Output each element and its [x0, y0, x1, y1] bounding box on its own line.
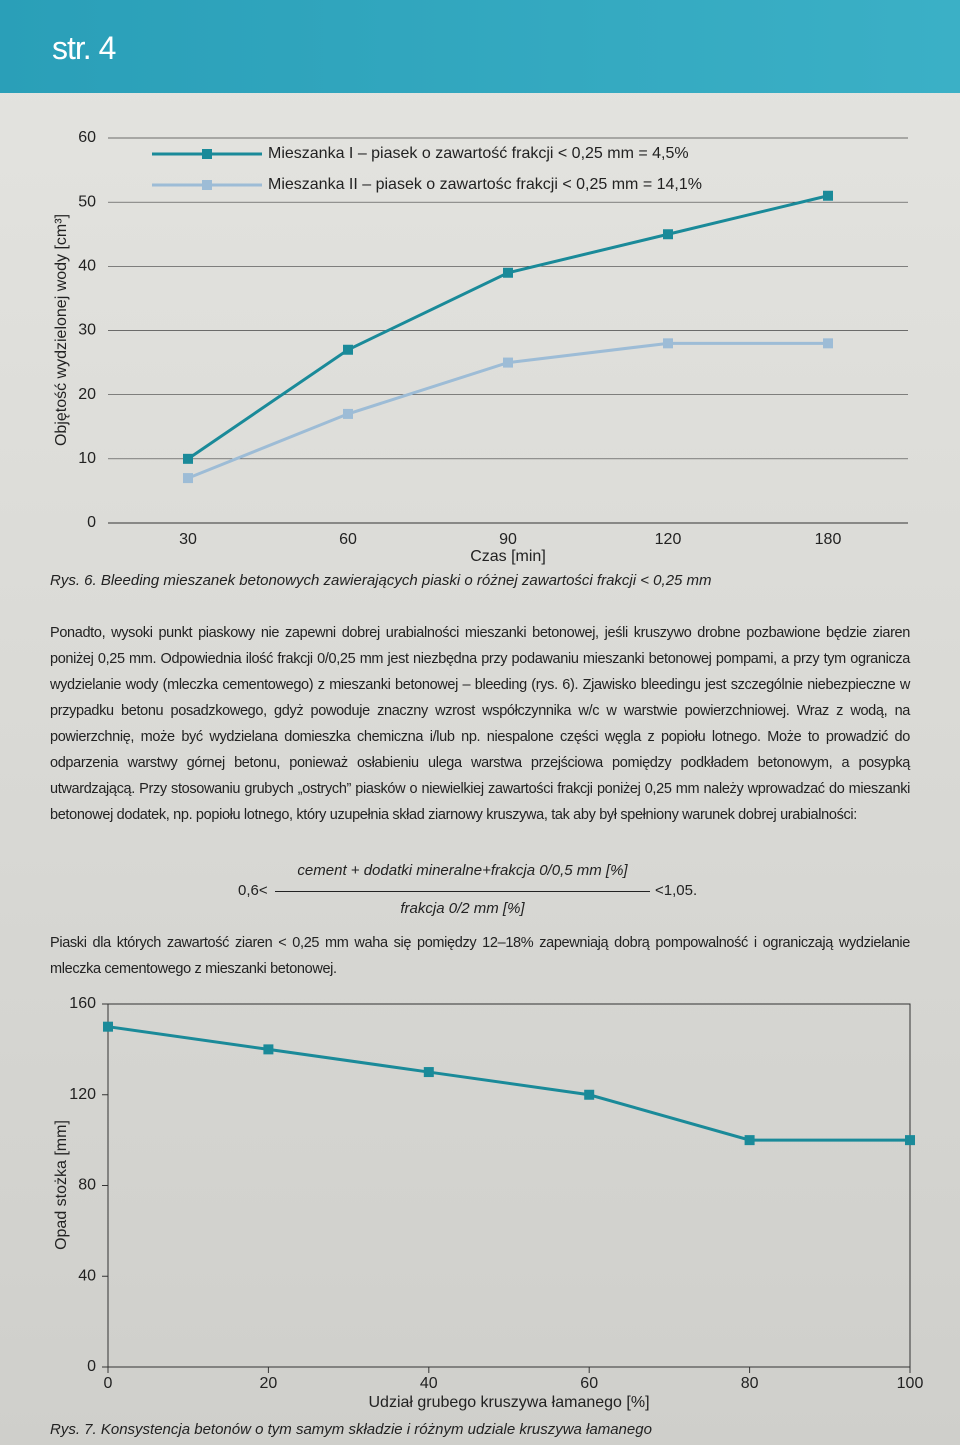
marker — [823, 190, 833, 201]
marker — [103, 1021, 113, 1032]
y-tick-label: 0 — [87, 1358, 96, 1375]
legend-marker — [202, 180, 212, 190]
caption: Rys. 6. Bleeding mieszanek betonowych za… — [50, 572, 712, 589]
page-number: str. 4 — [52, 30, 116, 66]
paragraph: Piaski dla których zawartość ziaren < 0,… — [50, 935, 910, 977]
marker — [584, 1089, 595, 1100]
caption: Rys. 7. Konsystencja betonów o tym samym… — [50, 1421, 652, 1438]
series-line — [187, 194, 829, 461]
x-tick-label: 20 — [260, 1375, 278, 1392]
marker — [503, 267, 513, 278]
y-tick-label: 80 — [78, 1177, 96, 1194]
x-tick-label: 60 — [339, 531, 357, 548]
y-tick-label: 160 — [69, 995, 96, 1012]
marker — [744, 1135, 755, 1146]
y-tick-label: 0 — [87, 514, 96, 531]
y-axis-label: Opad stożka [mm] — [53, 1120, 70, 1250]
marker — [183, 473, 193, 484]
y-tick-label: 60 — [78, 129, 96, 146]
marker — [905, 1135, 915, 1146]
y-tick-label: 50 — [78, 193, 96, 210]
x-tick-label: 60 — [580, 1375, 598, 1392]
y-tick-label: 20 — [78, 386, 96, 403]
x-tick-label: 100 — [897, 1375, 924, 1392]
legend-label: Mieszanka II – piasek o zawartośc frakcj… — [268, 176, 702, 193]
marker — [183, 453, 193, 464]
y-tick-label: 10 — [78, 450, 96, 467]
marker — [343, 344, 353, 355]
legend-marker — [202, 149, 212, 159]
x-tick-label: 180 — [815, 531, 842, 548]
header: str. 4 — [0, 0, 960, 93]
formula-right: <1,05. — [655, 882, 698, 899]
x-tick-label: 120 — [655, 531, 682, 548]
y-axis-label: Objętość wydzielonej wody [cm³] — [53, 214, 70, 446]
formula-numerator: cement + dodatki mineralne+frakcja 0/0,5… — [297, 862, 628, 879]
x-tick-label: 80 — [741, 1375, 759, 1392]
x-axis-label: Czas [min] — [470, 548, 546, 565]
y-tick-label: 120 — [69, 1086, 96, 1103]
marker — [423, 1067, 434, 1078]
legend-label: Mieszanka I – piasek o zawartość frakcji… — [268, 145, 689, 162]
x-tick-label: 30 — [179, 531, 197, 548]
formula-left: 0,6< — [238, 882, 268, 899]
x-tick-label: 40 — [420, 1375, 438, 1392]
paragraph: Ponadto, wysoki punkt piaskowy nie zapew… — [50, 625, 910, 823]
x-axis-label: Udział grubego kruszywa łamanego [%] — [368, 1394, 649, 1411]
x-tick-label: 0 — [104, 1375, 113, 1392]
marker — [503, 357, 513, 368]
marker — [823, 338, 833, 349]
formula-denominator: frakcja 0/2 mm [%] — [400, 900, 525, 917]
y-tick-label: 30 — [78, 322, 96, 339]
marker — [343, 408, 353, 419]
plot-frame — [107, 1003, 911, 1368]
y-tick-label: 40 — [78, 258, 96, 275]
marker — [263, 1044, 274, 1055]
marker — [663, 229, 673, 240]
y-tick-label: 40 — [78, 1267, 96, 1284]
formula-bar — [275, 891, 650, 892]
series-line — [107, 1025, 910, 1142]
marker — [663, 338, 673, 349]
x-tick-label: 90 — [499, 531, 517, 548]
